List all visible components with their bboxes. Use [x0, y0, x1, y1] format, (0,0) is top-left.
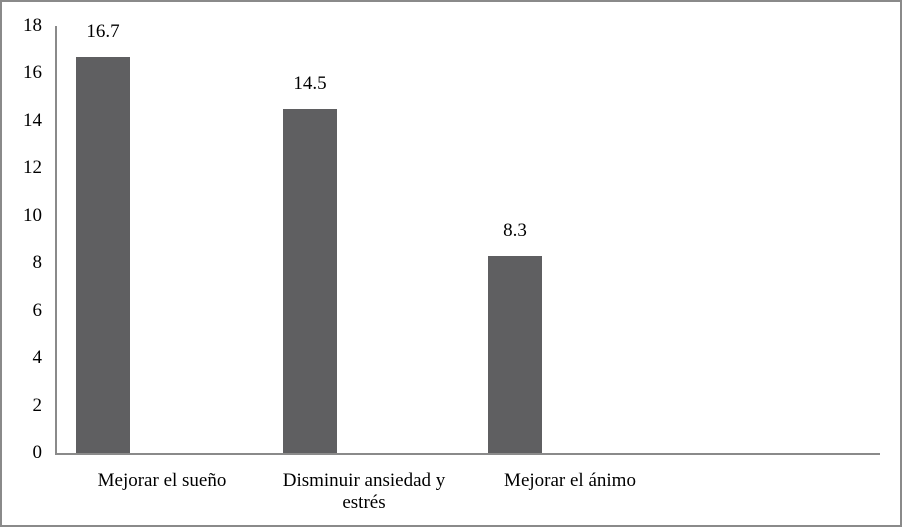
- x-category-label: Mejorar el ánimo: [504, 470, 636, 491]
- bar-value-label: 16.7: [86, 20, 120, 42]
- y-tick-label: 14: [23, 109, 42, 131]
- bar-value-label: 8.3: [503, 220, 527, 242]
- plot-area: 16.7 14.5 8.3: [55, 21, 880, 455]
- bar: [76, 56, 130, 453]
- x-category-label: Disminuir ansiedad y estrés: [282, 470, 446, 513]
- y-tick-label: 0: [32, 442, 43, 463]
- bar: [283, 109, 337, 453]
- y-tick-label: 18: [23, 15, 42, 36]
- bar-value-label: 14.5: [293, 73, 327, 95]
- y-tick-label: 6: [32, 299, 43, 321]
- y-tick-label: 10: [23, 204, 42, 226]
- y-axis-tick-labels: 0 2 4 6 8 10 12 14 16 18: [2, 2, 43, 525]
- y-tick-label: 2: [32, 394, 43, 416]
- x-category-label: Mejorar el sueño: [97, 470, 227, 491]
- y-tick-label: 16: [23, 62, 42, 84]
- x-axis-category-labels: Mejorar el sueño Disminuir ansiedad y est…: [2, 470, 900, 522]
- y-tick-label: 8: [32, 252, 43, 274]
- bar: [488, 256, 542, 453]
- y-tick-label: 4: [32, 347, 43, 369]
- y-tick-label: 12: [23, 157, 42, 179]
